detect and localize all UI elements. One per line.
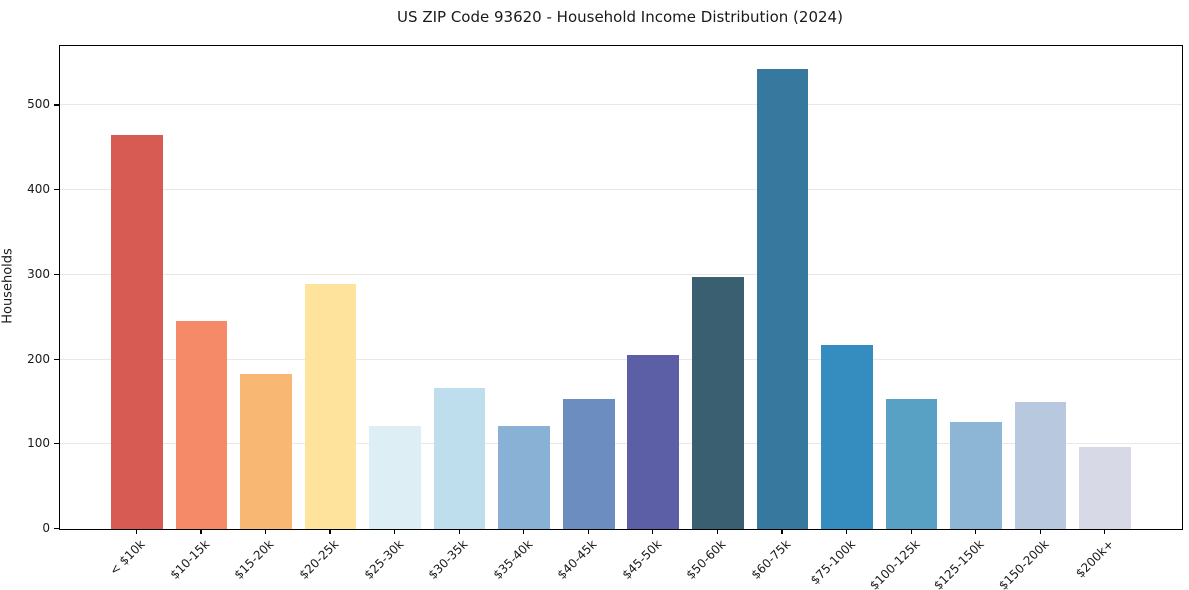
y-tick-mark	[54, 273, 59, 275]
y-tick-label: 0	[42, 521, 50, 535]
x-tick-label: $45-50k	[619, 537, 665, 582]
y-tick-label: 400	[27, 182, 50, 197]
x-tick-label: $20-25k	[296, 537, 342, 582]
x-tick-mark	[716, 529, 719, 534]
y-tick-mark	[54, 104, 59, 106]
y-tick-label: 500	[27, 97, 50, 112]
bar-$75-100k	[821, 345, 873, 529]
y-tick-mark	[54, 443, 59, 445]
x-tick-label: $35-40k	[490, 537, 536, 582]
x-tick-label: $15-20k	[231, 537, 277, 582]
plot-area	[59, 45, 1183, 530]
x-tick-label: $30-35k	[425, 537, 471, 582]
x-tick-mark	[264, 529, 267, 534]
bar-< $10k	[111, 134, 163, 529]
chart-title: US ZIP Code 93620 - Household Income Dis…	[397, 8, 843, 26]
x-tick-mark	[200, 529, 202, 534]
y-tick-mark	[54, 358, 59, 360]
x-tick-label: $10-15k	[167, 537, 213, 582]
bar-$125-150k	[950, 422, 1002, 529]
x-tick-label: $200k+	[1072, 537, 1117, 581]
bar-$45-50k	[627, 355, 680, 529]
gridline-200	[60, 358, 1182, 360]
bar-$60-75k	[756, 68, 809, 529]
bar-$50-60k	[692, 277, 744, 529]
x-tick-mark	[458, 529, 460, 534]
x-tick-mark	[135, 529, 137, 534]
x-tick-label: $50-60k	[683, 537, 729, 582]
gridline-400	[60, 189, 1182, 191]
bar-$150-200k	[1014, 401, 1067, 529]
x-tick-label: $75-100k	[807, 537, 858, 588]
x-tick-mark	[329, 529, 331, 534]
bar-$25-30k	[369, 426, 421, 529]
bar-$35-40k	[498, 426, 550, 529]
y-tick-label: 200	[27, 351, 50, 366]
x-tick-mark	[781, 529, 783, 534]
x-tick-label: $25-30k	[361, 537, 406, 582]
x-tick-label: < $10k	[106, 537, 148, 578]
gridline-100	[60, 443, 1182, 445]
x-tick-mark	[1039, 529, 1041, 534]
x-tick-label: $125-150k	[931, 537, 987, 590]
bar-$200k+	[1079, 446, 1131, 529]
x-tick-mark	[845, 529, 848, 534]
x-tick-label: $40-45k	[554, 537, 600, 582]
bar-$40-45k	[562, 399, 615, 529]
bar-$15-20k	[240, 373, 292, 529]
x-tick-label: $150-200k	[995, 537, 1052, 590]
x-tick-mark	[652, 529, 654, 534]
x-tick-mark	[587, 529, 589, 534]
x-tick-mark	[394, 529, 396, 534]
x-tick-label: $100-125k	[866, 537, 923, 590]
x-tick-label: $60-75k	[748, 537, 794, 582]
y-tick-label: 300	[27, 266, 50, 281]
bar-$30-35k	[433, 388, 486, 529]
y-tick-mark	[54, 528, 59, 530]
gridline-300	[60, 273, 1182, 275]
y-axis-label: Households	[0, 248, 16, 324]
x-tick-mark	[1104, 529, 1106, 534]
y-tick-mark	[54, 189, 59, 191]
gridline-500	[60, 104, 1182, 106]
bar-$10-15k	[175, 321, 228, 529]
y-tick-label: 100	[27, 436, 50, 451]
x-tick-mark	[975, 529, 977, 534]
bar-$20-25k	[304, 284, 357, 529]
x-tick-mark	[523, 529, 525, 534]
bar-$100-125k	[885, 399, 938, 529]
x-tick-mark	[910, 529, 912, 534]
